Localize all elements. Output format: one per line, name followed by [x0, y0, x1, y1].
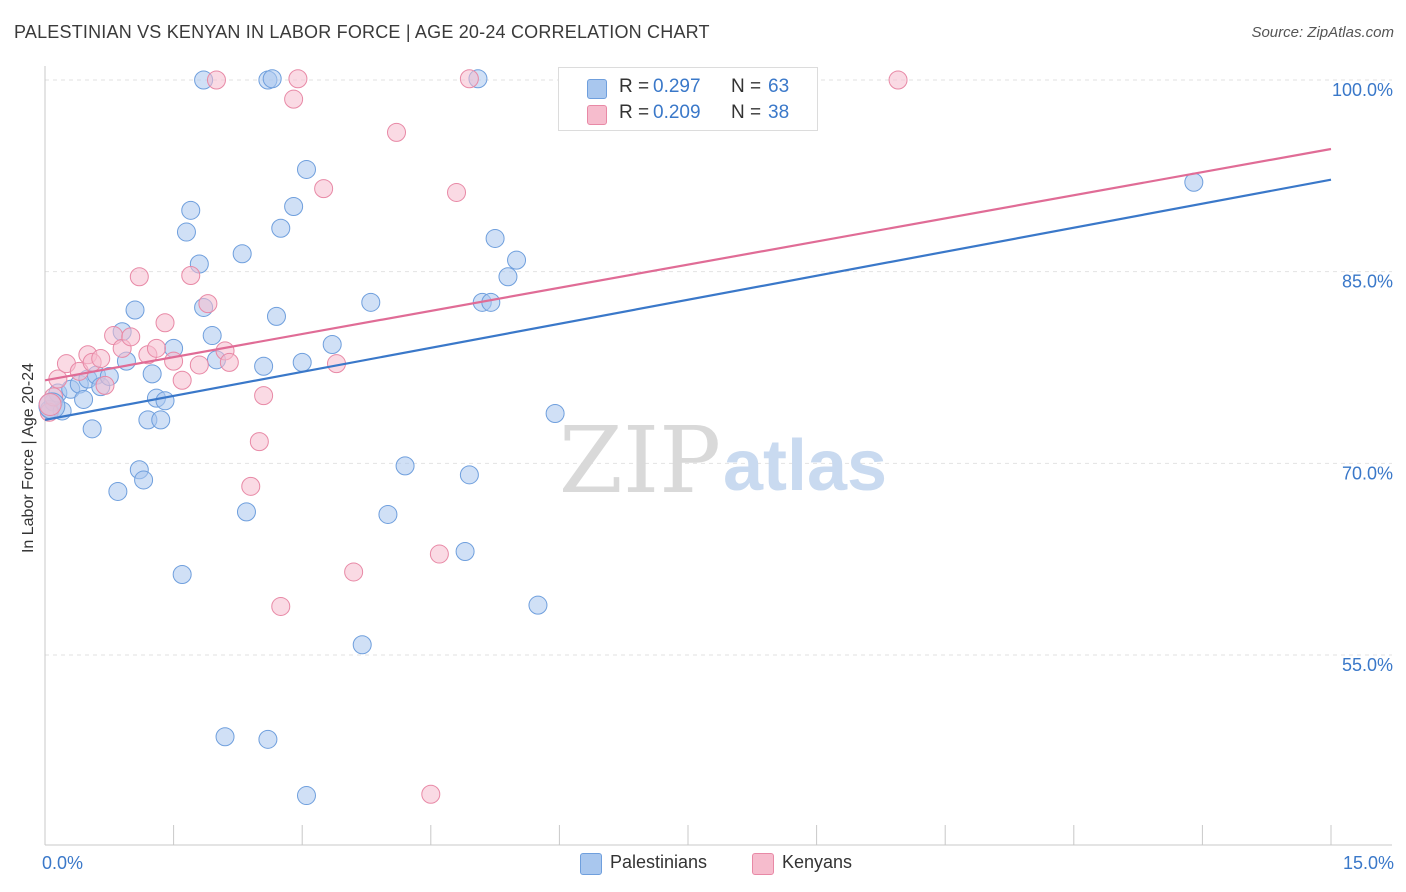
- data-point-palestinians: [271, 218, 291, 238]
- data-point-palestinians: [134, 470, 154, 490]
- tick-labels: 55.0% 70.0% 85.0% 100.0% 0.0% 15.0%: [42, 80, 1394, 873]
- data-point-kenyans: [271, 596, 291, 616]
- trend-line-kenyans: [44, 147, 1332, 382]
- legend-n-label: N =: [731, 76, 762, 97]
- data-point-kenyans: [241, 476, 261, 496]
- data-point-palestinians: [236, 502, 256, 522]
- data-point-palestinians: [215, 727, 235, 747]
- legend-r-value-palestinians: 0.297: [653, 76, 701, 97]
- data-point-palestinians: [378, 504, 398, 524]
- y-tick-label: 70.0%: [1342, 463, 1393, 483]
- legend-r-label: R =: [619, 76, 650, 97]
- data-point-palestinians: [322, 335, 342, 354]
- data-point-palestinians: [262, 69, 282, 89]
- y-tick-label: 100.0%: [1332, 80, 1393, 100]
- data-point-kenyans: [421, 784, 441, 804]
- data-point-kenyans: [155, 313, 175, 333]
- data-point-palestinians: [172, 565, 192, 584]
- data-point-kenyans: [249, 432, 269, 452]
- data-point-palestinians: [176, 222, 196, 242]
- data-point-palestinians: [142, 364, 162, 384]
- data-point-palestinians: [352, 635, 372, 655]
- data-point-palestinians: [545, 404, 565, 423]
- data-point-kenyans: [447, 182, 467, 202]
- data-point-palestinians: [361, 292, 381, 312]
- data-point-kenyans: [288, 69, 308, 89]
- gridlines: [45, 79, 1392, 656]
- data-point-palestinians: [459, 465, 479, 485]
- data-point-palestinians: [455, 542, 475, 561]
- data-point-kenyans: [219, 352, 239, 372]
- data-point-palestinians: [395, 456, 415, 476]
- data-point-kenyans: [888, 70, 908, 90]
- trend-line-palestinians: [44, 178, 1332, 421]
- data-point-kenyans: [189, 355, 209, 375]
- data-point-palestinians: [82, 419, 102, 439]
- data-point-kenyans: [172, 370, 192, 390]
- bottom-legend-swatch-kenyans: [752, 853, 774, 875]
- data-point-kenyans: [129, 267, 149, 287]
- data-point-palestinians: [258, 729, 278, 749]
- legend-r-value-kenyans: 0.209: [653, 102, 701, 123]
- data-point-kenyans: [429, 544, 449, 564]
- data-point-kenyans: [91, 349, 111, 369]
- chart-title: PALESTINIAN VS KENYAN IN LABOR FORCE | A…: [14, 22, 710, 42]
- y-axis-label: In Labor Force | Age 20-24: [20, 362, 37, 554]
- legend-swatch-kenyans: [587, 105, 607, 125]
- watermark-atlas: atlas: [723, 426, 887, 506]
- data-point-kenyans: [206, 70, 226, 90]
- data-point-kenyans: [164, 351, 184, 371]
- bottom-legend-swatch-palestinians: [580, 853, 602, 875]
- data-point-palestinians: [151, 410, 171, 430]
- data-point-kenyans: [198, 294, 218, 314]
- data-point-palestinians: [296, 786, 316, 806]
- data-point-kenyans: [459, 69, 479, 89]
- legend-n-value-kenyans: 38: [768, 102, 790, 123]
- legend-r-label: R =: [619, 102, 650, 123]
- data-point-palestinians: [125, 300, 145, 320]
- data-point-kenyans: [387, 122, 407, 142]
- data-point-palestinians: [284, 197, 304, 216]
- data-point-palestinians: [292, 352, 312, 372]
- data-point-kenyans: [38, 393, 62, 417]
- legend-n-label: N =: [731, 102, 762, 123]
- data-point-kenyans: [314, 179, 334, 199]
- data-point-palestinians: [528, 595, 548, 615]
- watermark-zip: ZIP: [559, 407, 721, 514]
- axes: [44, 66, 1392, 846]
- data-point-palestinians: [181, 200, 201, 220]
- data-point-kenyans: [95, 375, 115, 395]
- x-tick-label: 0.0%: [42, 853, 83, 873]
- data-point-palestinians: [1184, 172, 1204, 192]
- data-point-palestinians: [507, 250, 527, 270]
- data-point-kenyans: [284, 89, 304, 109]
- bottom-legend-label-kenyans: Kenyans: [782, 852, 853, 872]
- data-point-palestinians: [232, 244, 252, 264]
- data-point-kenyans: [121, 327, 141, 347]
- data-point-kenyans: [254, 386, 274, 406]
- watermark: ZIP atlas: [559, 407, 887, 514]
- legend-n-value-palestinians: 63: [768, 76, 790, 97]
- data-point-palestinians: [155, 391, 175, 411]
- x-tick-label: 15.0%: [1343, 853, 1394, 873]
- y-tick-label: 85.0%: [1342, 272, 1393, 292]
- y-tick-label: 55.0%: [1342, 655, 1393, 675]
- data-point-palestinians: [266, 306, 286, 326]
- source-label: Source: ZipAtlas.com: [1251, 24, 1394, 41]
- data-point-palestinians: [296, 159, 316, 179]
- data-point-palestinians: [485, 228, 505, 248]
- bottom-legend-label-palestinians: Palestinians: [610, 852, 708, 872]
- data-point-palestinians: [498, 267, 518, 287]
- data-point-palestinians: [108, 481, 128, 501]
- data-point-kenyans: [146, 338, 166, 358]
- legend-swatch-palestinians: [587, 79, 607, 99]
- data-point-kenyans: [181, 266, 201, 285]
- data-point-palestinians: [74, 389, 94, 409]
- data-point-kenyans: [344, 562, 364, 582]
- data-point-palestinians: [254, 356, 274, 376]
- data-point-palestinians: [202, 326, 222, 346]
- correlation-legend: R = 0.297 N = 63 R = 0.209 N = 38: [558, 67, 818, 131]
- trend-lines: [44, 147, 1332, 421]
